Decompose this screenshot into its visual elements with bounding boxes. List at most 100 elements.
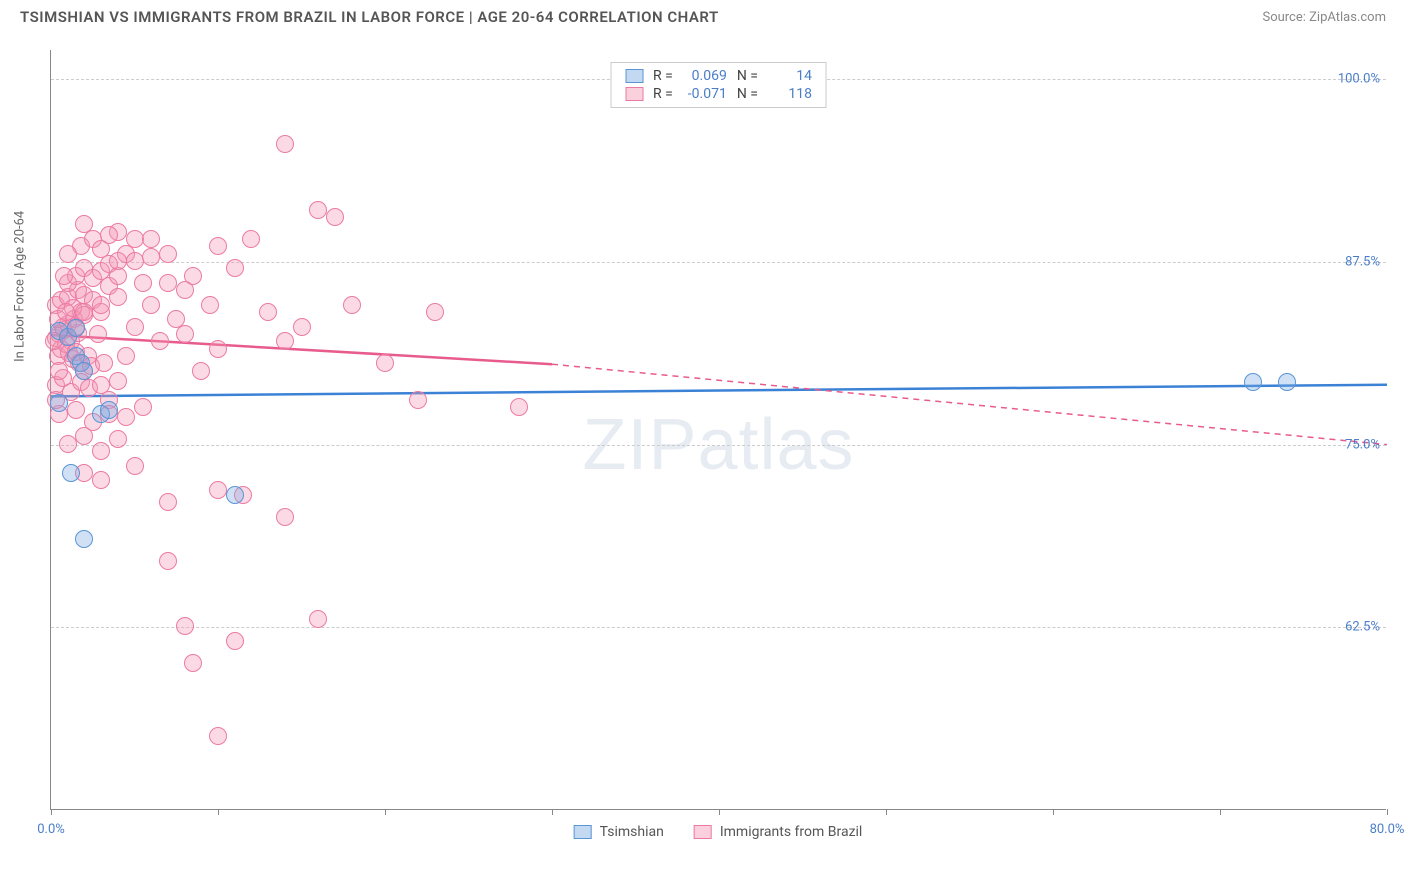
data-point	[226, 632, 244, 650]
n-label: N =	[737, 86, 758, 102]
data-point	[55, 267, 73, 285]
data-point	[57, 303, 75, 321]
data-point	[92, 442, 110, 460]
data-point	[309, 610, 327, 628]
legend-item-brazil: Immigrants from Brazil	[694, 824, 863, 840]
data-point	[89, 325, 107, 343]
data-point	[192, 362, 210, 380]
data-point	[95, 354, 113, 372]
gridline	[51, 262, 1386, 263]
data-point	[126, 252, 144, 270]
data-point	[159, 245, 177, 263]
data-point	[159, 274, 177, 292]
data-point	[426, 303, 444, 321]
data-point	[1278, 373, 1296, 391]
data-point	[242, 230, 260, 248]
data-point	[184, 654, 202, 672]
x-tick	[1053, 809, 1054, 815]
y-tick-label: 62.5%	[1345, 620, 1380, 635]
data-point	[159, 552, 177, 570]
data-point	[126, 230, 144, 248]
x-tick	[218, 809, 219, 815]
correlation-stats-box: R = 0.069 N = 14 R = -0.071 N = 118	[610, 62, 827, 108]
data-point	[126, 457, 144, 475]
data-point	[142, 230, 160, 248]
data-point	[50, 394, 68, 412]
gridline	[51, 445, 1386, 446]
data-point	[343, 296, 361, 314]
y-tick-label: 87.5%	[1345, 254, 1380, 269]
data-point	[209, 481, 227, 499]
data-point	[259, 303, 277, 321]
data-point	[50, 362, 68, 380]
x-tick-label: 80.0%	[1370, 822, 1405, 837]
swatch-blue-icon	[574, 825, 592, 839]
data-point	[67, 319, 85, 337]
data-point	[67, 401, 85, 419]
data-point	[75, 530, 93, 548]
source-label: Source: ZipAtlas.com	[1262, 10, 1386, 25]
data-point	[100, 226, 118, 244]
r-label: R =	[653, 86, 673, 102]
legend-item-tsimshian: Tsimshian	[574, 824, 664, 840]
data-point	[159, 493, 177, 511]
r-value-tsimshian: 0.069	[683, 68, 727, 84]
data-point	[59, 245, 77, 263]
r-label: R =	[653, 68, 673, 84]
data-point	[142, 296, 160, 314]
data-point	[510, 398, 528, 416]
data-point	[100, 401, 118, 419]
y-tick-label: 75.0%	[1345, 437, 1380, 452]
y-axis-label: In Labor Force | Age 20-64	[13, 211, 28, 362]
data-point	[226, 486, 244, 504]
legend: Tsimshian Immigrants from Brazil	[574, 824, 863, 840]
data-point	[92, 471, 110, 489]
data-point	[92, 296, 110, 314]
data-point	[276, 332, 294, 350]
plot-area: ZIPatlas R = 0.069 N = 14 R = -0.071 N =…	[50, 50, 1386, 810]
data-point	[59, 435, 77, 453]
data-point	[276, 135, 294, 153]
data-point	[276, 508, 294, 526]
data-point	[151, 332, 169, 350]
trendlines-svg	[51, 50, 1387, 810]
data-point	[117, 408, 135, 426]
data-point	[109, 430, 127, 448]
data-point	[142, 248, 160, 266]
r-value-brazil: -0.071	[683, 86, 727, 102]
chart-area: In Labor Force | Age 20-64 ZIPatlas R = …	[50, 50, 1386, 810]
x-tick-label: 0.0%	[37, 822, 65, 837]
data-point	[75, 362, 93, 380]
n-value-tsimshian: 14	[768, 68, 812, 84]
x-tick	[886, 809, 887, 815]
data-point	[376, 354, 394, 372]
data-point	[176, 617, 194, 635]
x-tick	[552, 809, 553, 815]
swatch-blue-icon	[625, 69, 643, 83]
data-point	[75, 215, 93, 233]
data-point	[1244, 373, 1262, 391]
data-point	[293, 318, 311, 336]
data-point	[62, 464, 80, 482]
x-tick	[1220, 809, 1221, 815]
x-tick	[51, 809, 52, 815]
data-point	[117, 347, 135, 365]
swatch-pink-icon	[625, 87, 643, 101]
y-tick-label: 100.0%	[1338, 72, 1380, 87]
stats-row-tsimshian: R = 0.069 N = 14	[611, 67, 826, 85]
n-value-brazil: 118	[768, 86, 812, 102]
stats-row-brazil: R = -0.071 N = 118	[611, 85, 826, 103]
data-point	[75, 427, 93, 445]
chart-title: TSIMSHIAN VS IMMIGRANTS FROM BRAZIL IN L…	[20, 8, 719, 26]
data-point	[201, 296, 219, 314]
data-point	[109, 252, 127, 270]
data-point	[309, 201, 327, 219]
data-point	[209, 237, 227, 255]
legend-label-brazil: Immigrants from Brazil	[720, 824, 863, 840]
data-point	[126, 318, 144, 336]
data-point	[109, 372, 127, 390]
data-point	[134, 274, 152, 292]
data-point	[134, 398, 152, 416]
data-point	[226, 259, 244, 277]
x-tick	[385, 809, 386, 815]
